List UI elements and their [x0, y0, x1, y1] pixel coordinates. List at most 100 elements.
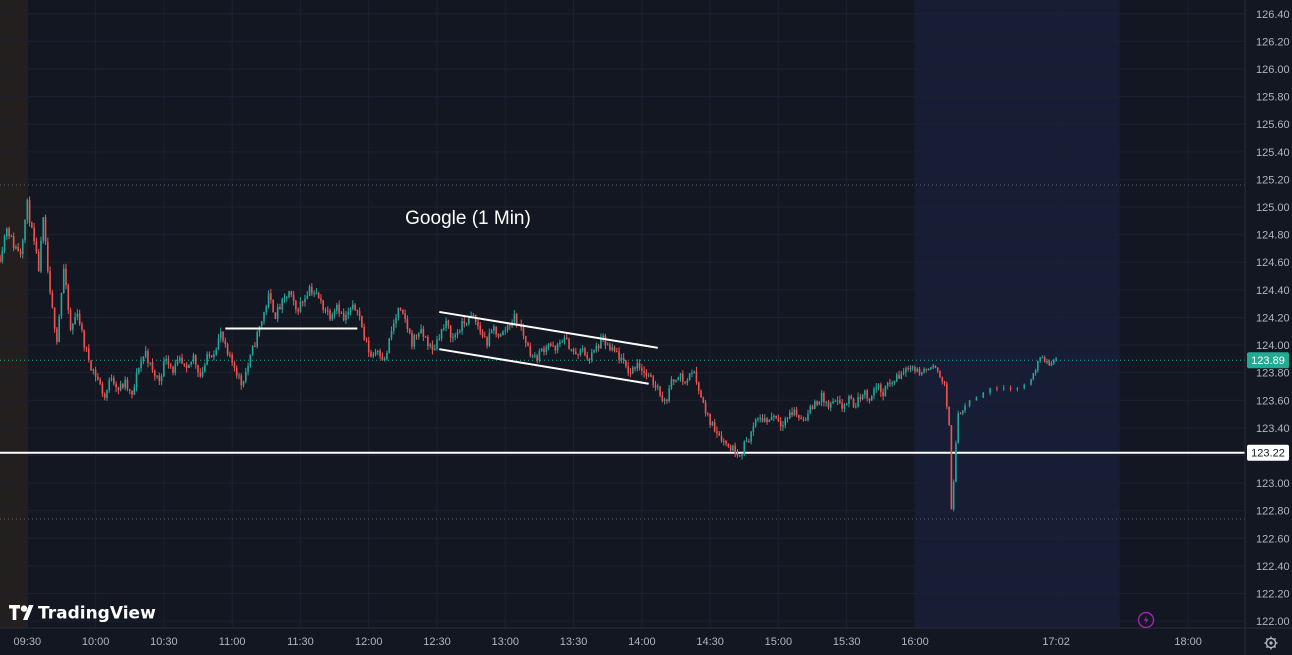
candle-up	[909, 367, 912, 369]
candle-down	[495, 326, 497, 335]
candle-down	[645, 372, 648, 376]
candle-up	[24, 219, 26, 241]
horizontal-line-badge[interactable]: 123.22	[1247, 444, 1289, 461]
y-tick-label: 125.00	[1256, 202, 1290, 214]
channel-upper[interactable]	[439, 310, 658, 349]
candle-up	[670, 379, 673, 388]
candle-down	[37, 251, 40, 272]
candle-up	[854, 406, 857, 408]
candle-down	[868, 398, 871, 401]
candle-down	[0, 256, 1, 262]
candle-up	[905, 368, 907, 373]
candle-up	[829, 403, 832, 408]
candle-up	[900, 373, 903, 379]
x-tick-label: 14:00	[628, 636, 656, 648]
tradingview-wordmark: TradingView	[38, 604, 156, 624]
candle-down	[229, 354, 231, 356]
candle-down	[672, 379, 675, 382]
candle-down	[934, 365, 937, 368]
candle-down	[536, 355, 538, 361]
candle-down	[358, 311, 361, 317]
candle-up	[1016, 388, 1019, 390]
candle-up	[192, 355, 195, 362]
candle-up	[793, 409, 796, 416]
candle-up	[763, 418, 766, 422]
candle-down	[804, 419, 807, 421]
candle-up	[62, 268, 65, 294]
candle-up	[315, 292, 318, 294]
candle-up	[452, 336, 454, 338]
candle-down	[652, 376, 655, 386]
y-tick-label: 123.80	[1256, 368, 1290, 380]
candle-down	[53, 307, 56, 329]
candle-down	[279, 306, 281, 310]
channel-lower[interactable]	[439, 348, 649, 385]
lightning-icon[interactable]	[1137, 611, 1155, 629]
candle-up	[92, 369, 95, 371]
candle-down	[153, 370, 156, 377]
gear-icon[interactable]	[1264, 636, 1278, 650]
candle-down	[233, 362, 236, 368]
candle-up	[927, 368, 930, 370]
candle-down	[408, 328, 411, 334]
y-tick-label: 126.00	[1256, 64, 1290, 76]
candle-up	[349, 308, 352, 313]
candle-down	[226, 344, 229, 355]
candle-down	[274, 312, 277, 319]
candle-up	[600, 337, 602, 349]
candle-down	[568, 338, 570, 350]
candle-up	[857, 397, 859, 407]
candle-up	[870, 395, 873, 401]
candle-down	[31, 222, 33, 228]
candle-up	[513, 314, 516, 323]
candle-down	[183, 363, 186, 366]
candle-up	[133, 387, 136, 395]
candle-up	[743, 441, 746, 454]
candle-up	[74, 316, 76, 325]
candle-up	[304, 298, 306, 303]
candle-down	[959, 413, 962, 415]
candle-down	[577, 353, 579, 355]
price-axis[interactable]: 126.40 126.20 126.00 125.80 125.60 125.40 125.…	[1244, 0, 1290, 655]
x-tick-label: 15:00	[765, 636, 793, 648]
candle-up	[256, 332, 258, 347]
candle-down	[210, 355, 213, 358]
candle-up	[534, 355, 536, 357]
candle-down	[1048, 361, 1051, 366]
candle-down	[167, 358, 170, 365]
candle-up	[42, 217, 45, 241]
candle-up	[745, 441, 748, 443]
candle-down	[33, 227, 35, 242]
x-tick-label: 13:00	[492, 636, 520, 648]
candle-up	[60, 293, 63, 317]
candle-up	[757, 418, 759, 420]
candle-down	[272, 300, 274, 313]
candle-down	[852, 398, 855, 407]
candle-down	[841, 402, 843, 409]
candle-up	[559, 342, 561, 345]
candle-down	[101, 384, 104, 394]
x-tick-label: 10:30	[150, 636, 178, 648]
candle-up	[176, 359, 179, 365]
candle-down	[231, 354, 233, 363]
candle-down	[880, 384, 882, 393]
candle-up	[490, 330, 493, 334]
candle-up	[40, 240, 42, 272]
tradingview-logo[interactable]: TradingView	[9, 604, 156, 624]
candle-up	[3, 236, 6, 251]
candle-up	[308, 286, 311, 296]
current-price-badge[interactable]: 123.89	[1247, 352, 1289, 369]
candle-up	[15, 246, 17, 249]
chart-title: Google (1 Min)	[405, 208, 531, 229]
x-tick-label: 14:30	[696, 636, 724, 648]
candle-down	[406, 319, 409, 329]
candle-down	[550, 343, 552, 346]
time-axis[interactable]: 09:30 10:00 10:30 11:00 11:30 12:00 12:30 13:00…	[0, 627, 1292, 648]
candle-up	[506, 325, 509, 331]
candle-up	[1037, 361, 1039, 371]
candle-down	[907, 368, 909, 370]
premarket-session-shading	[0, 0, 28, 628]
candle-down	[791, 412, 793, 416]
